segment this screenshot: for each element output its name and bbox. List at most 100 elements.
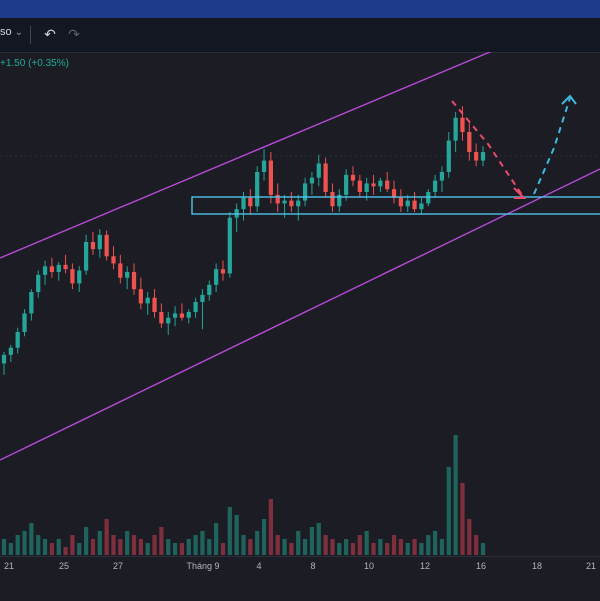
- volume-bar: [29, 523, 34, 555]
- volume-bar: [439, 539, 445, 555]
- projection-up-arrow-icon: [561, 94, 577, 105]
- x-tick: 21: [585, 561, 597, 571]
- volume-bar: [90, 539, 96, 555]
- candle-body: [398, 197, 404, 207]
- candle-body: [111, 256, 116, 264]
- volume-bar: [152, 535, 157, 555]
- volume-bar: [179, 543, 185, 555]
- interval-label: so: [0, 26, 12, 38]
- candle-body: [83, 242, 89, 271]
- candle-body: [385, 180, 390, 190]
- volume-bars: [1, 435, 486, 555]
- candle-body: [179, 313, 185, 318]
- candle-body: [289, 200, 294, 207]
- volume-bar: [125, 531, 130, 555]
- volume-bar: [49, 543, 55, 555]
- candle-body: [104, 234, 109, 257]
- volume-bar: [474, 535, 479, 555]
- volume-bar: [227, 507, 232, 555]
- candle-body: [460, 117, 465, 132]
- candle-body: [364, 183, 369, 192]
- x-tick: 16: [475, 561, 487, 571]
- volume-bar: [453, 435, 458, 555]
- candle-body: [316, 163, 321, 178]
- candle-body: [138, 289, 143, 304]
- volume-bar: [186, 539, 191, 555]
- volume-bar: [426, 535, 431, 555]
- candle-body: [261, 160, 267, 172]
- undo-icon: ↶: [44, 25, 56, 42]
- candle-body: [432, 180, 438, 192]
- volume-bar: [131, 535, 137, 555]
- volume-bar: [432, 531, 438, 555]
- volume-bar: [241, 535, 246, 555]
- candle-body: [200, 294, 205, 302]
- volume-bar: [446, 467, 451, 555]
- candle-body: [186, 312, 191, 318]
- volume-bar: [357, 535, 362, 555]
- redo-button[interactable]: ↷: [64, 24, 84, 44]
- candle-body: [145, 297, 150, 304]
- candle-body: [405, 200, 410, 207]
- interval-selector[interactable]: so ⌄: [0, 26, 23, 38]
- volume-bar: [138, 539, 143, 555]
- candle-body: [77, 270, 82, 284]
- undo-button[interactable]: ↶: [40, 24, 60, 44]
- candle-body: [344, 174, 349, 195]
- volume-bar: [15, 535, 20, 555]
- candle-body: [350, 174, 356, 181]
- projection-down-arrow-icon: [513, 187, 527, 199]
- channel-lower-line[interactable]: [0, 168, 600, 461]
- volume-bar: [275, 535, 280, 555]
- volume-bar: [412, 539, 417, 555]
- volume-bar: [385, 543, 390, 555]
- volume-bar: [268, 499, 273, 555]
- candle-body: [474, 152, 479, 161]
- volume-bar: [22, 531, 27, 555]
- candle-body: [36, 274, 41, 292]
- x-tick: Tháng 9: [186, 561, 220, 571]
- candle-body: [467, 132, 472, 152]
- volume-bar: [63, 547, 68, 555]
- candle-body: [56, 264, 61, 272]
- candle-body: [446, 140, 451, 172]
- candle-body: [97, 234, 102, 250]
- candle-body: [296, 200, 301, 207]
- volume-bar: [255, 531, 260, 555]
- candle-body: [70, 269, 75, 284]
- projection-up-path[interactable]: [533, 97, 571, 195]
- candle-body: [282, 200, 287, 204]
- candle-body: [1, 354, 7, 364]
- volume-bar: [220, 543, 226, 555]
- chevron-down-icon: ⌄: [14, 26, 24, 38]
- projection-down-path[interactable]: [451, 100, 525, 199]
- support-zone-rectangle[interactable]: [191, 196, 600, 215]
- volume-bar: [97, 531, 102, 555]
- candle-body: [220, 269, 226, 274]
- volume-bar: [166, 539, 171, 555]
- volume-bar: [289, 543, 294, 555]
- volume-bar: [378, 539, 383, 555]
- volume-bar: [460, 483, 465, 555]
- candle-body: [29, 292, 34, 314]
- candle-body: [63, 264, 68, 270]
- x-tick: 12: [419, 561, 431, 571]
- candle-body: [453, 117, 458, 141]
- candlesticks: [1, 106, 486, 375]
- volume-bar: [309, 527, 315, 555]
- candle-body: [159, 312, 164, 324]
- candle-body: [391, 189, 397, 198]
- price-change: +1.50 (+0.35%): [0, 58, 69, 69]
- channel-upper-line[interactable]: [0, 52, 497, 259]
- price-chart[interactable]: [0, 52, 600, 556]
- candle-body: [268, 160, 273, 195]
- volume-bar: [344, 539, 349, 555]
- volume-bar: [405, 543, 410, 555]
- volume-bar: [330, 539, 335, 555]
- volume-bar: [111, 535, 116, 555]
- volume-bar: [36, 535, 41, 555]
- candle-body: [90, 242, 96, 250]
- candle-body: [480, 152, 486, 161]
- redo-icon: ↷: [68, 25, 80, 42]
- volume-bar: [207, 539, 212, 555]
